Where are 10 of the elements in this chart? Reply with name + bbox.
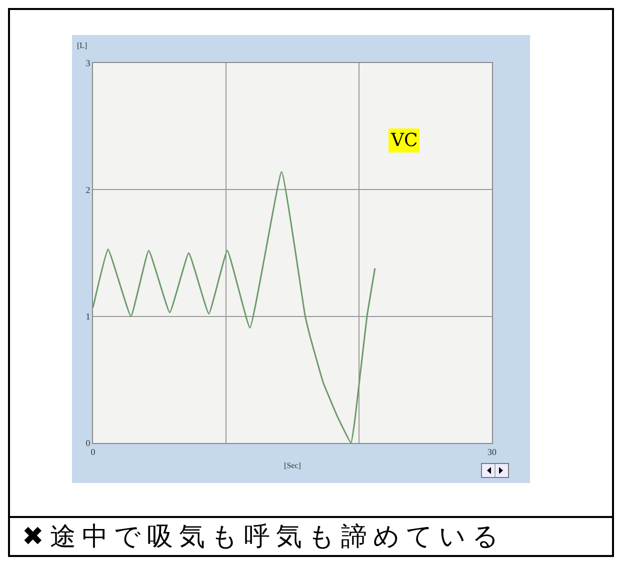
text: ✖途中で吸気も呼気も諦めている bbox=[22, 521, 506, 553]
y-tick-label: 0 bbox=[86, 438, 91, 448]
y-axis-title: [L] bbox=[77, 41, 88, 50]
annotation: VC bbox=[390, 130, 418, 151]
y-tick-label: 1 bbox=[86, 311, 90, 322]
x-axis-title: [Sec] bbox=[284, 460, 302, 470]
x-tick-label: 30 bbox=[488, 446, 497, 457]
y-tick-label: 3 bbox=[86, 58, 91, 68]
line-series bbox=[93, 171, 376, 443]
y-tick-label: 2 bbox=[86, 184, 90, 195]
